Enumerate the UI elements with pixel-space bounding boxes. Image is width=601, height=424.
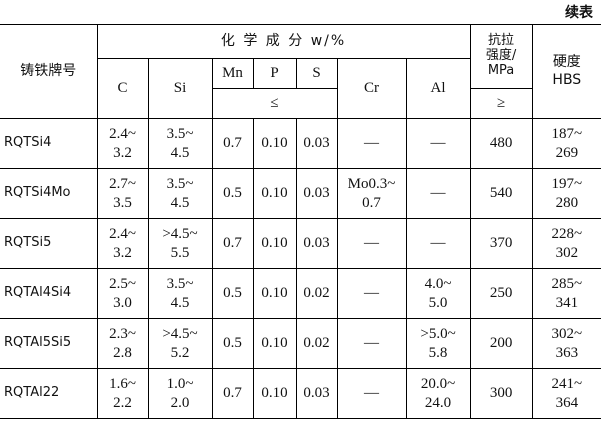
value-cell: >5.0~ 5.8 bbox=[405, 318, 471, 369]
value-cell: 1.0~ 2.0 bbox=[147, 368, 213, 419]
header-cell: S bbox=[295, 58, 338, 89]
value-cell: — bbox=[336, 118, 407, 169]
value-cell: 0.10 bbox=[252, 368, 297, 419]
value-cell: 540 bbox=[469, 168, 533, 219]
value-cell: 3.5~ 4.5 bbox=[147, 268, 213, 319]
value-cell: 0.10 bbox=[252, 118, 297, 169]
value-cell: 0.5 bbox=[211, 168, 254, 219]
header-cell: P bbox=[252, 58, 297, 89]
value-cell: 0.10 bbox=[252, 218, 297, 269]
grade-cell: RQTSi4 bbox=[0, 118, 98, 169]
data-row: RQTSi5 2.4~ 3.2 >4.5~ 5.5 0.7 0.10 0.03— —370 2… bbox=[0, 218, 601, 269]
header-cell: ≥ bbox=[469, 88, 533, 119]
value-cell: 2.3~ 2.8 bbox=[96, 318, 149, 369]
value-cell: 0.7 bbox=[211, 118, 254, 169]
data-row: RQTAl22 1.6~ 2.2 1.0~ 2.0 0.7 0.10 0.03—20.0~… bbox=[0, 368, 601, 419]
header-row: 铸铁牌号 化 学 成 分 w/% 抗拉 强度/ MPa 硬度 HBS bbox=[0, 24, 601, 119]
value-cell: 0.7 bbox=[211, 368, 254, 419]
value-cell: 4.0~ 5.0 bbox=[405, 268, 471, 319]
grade-cell: RQTAl5Si5 bbox=[0, 318, 98, 369]
value-cell: 300 bbox=[469, 368, 533, 419]
value-cell: 0.03 bbox=[295, 168, 338, 219]
value-cell: 2.5~ 3.0 bbox=[96, 268, 149, 319]
value-cell: 0.10 bbox=[252, 268, 297, 319]
header-cell: Cr bbox=[336, 58, 407, 119]
value-cell: 228~ 302 bbox=[531, 218, 601, 269]
data-row: RQTAl4Si4 2.5~ 3.0 3.5~ 4.5 0.5 0.10 0.02—4.0… bbox=[0, 268, 601, 319]
data-table: 铸铁牌号 化 学 成 分 w/% 抗拉 强度/ MPa 硬度 HBS C Si … bbox=[0, 24, 601, 419]
value-cell: Mo0.3~ 0.7 bbox=[336, 168, 407, 219]
value-cell: 2.4~ 3.2 bbox=[96, 118, 149, 169]
value-cell: >4.5~ 5.2 bbox=[147, 318, 213, 369]
value-cell: 2.4~ 3.2 bbox=[96, 218, 149, 269]
value-cell: 0.5 bbox=[211, 318, 254, 369]
grade-cell: RQTAl22 bbox=[0, 368, 98, 419]
value-cell: 187~ 269 bbox=[531, 118, 601, 169]
value-cell: — bbox=[336, 318, 407, 369]
value-cell: 0.10 bbox=[252, 318, 297, 369]
value-cell: — bbox=[336, 368, 407, 419]
value-cell: 370 bbox=[469, 218, 533, 269]
data-row: RQTSi4Mo 2.7~ 3.5 3.5~ 4.5 0.5 0.10 0.03 Mo0.3… bbox=[0, 168, 601, 219]
value-cell: 3.5~ 4.5 bbox=[147, 168, 213, 219]
table-body: 铸铁牌号 化 学 成 分 w/% 抗拉 强度/ MPa 硬度 HBS C Si … bbox=[0, 24, 601, 419]
header-cell: C bbox=[97, 58, 149, 119]
grade-cell: RQTSi4Mo bbox=[0, 168, 98, 219]
header-cell: 铸铁牌号 bbox=[0, 24, 98, 119]
header-cell: 化 学 成 分 w/% bbox=[96, 24, 471, 59]
continued-label: 续表 bbox=[565, 5, 593, 21]
header-cell: 抗拉 强度/ MPa bbox=[469, 24, 533, 89]
header-row: ≤ ≥ bbox=[0, 88, 601, 119]
value-cell: 3.5~ 4.5 bbox=[147, 118, 213, 169]
value-cell: 302~ 363 bbox=[531, 318, 601, 369]
header-cell: ≤ bbox=[212, 88, 338, 119]
grade-cell: RQTAl4Si4 bbox=[0, 268, 98, 319]
value-cell: 480 bbox=[469, 118, 533, 169]
value-cell: 0.5 bbox=[211, 268, 254, 319]
value-cell: — bbox=[336, 268, 407, 319]
value-cell: 0.7 bbox=[211, 218, 254, 269]
header-cell: Si bbox=[147, 58, 213, 119]
value-cell: 250 bbox=[469, 268, 533, 319]
header-cell: Mn bbox=[211, 58, 254, 89]
header-cell: 硬度 HBS bbox=[531, 24, 601, 119]
value-cell: >4.5~ 5.5 bbox=[147, 218, 213, 269]
value-cell: 200 bbox=[469, 318, 533, 369]
value-cell: 0.03 bbox=[295, 118, 338, 169]
grade-cell: RQTSi5 bbox=[0, 218, 98, 269]
value-cell: — bbox=[405, 118, 471, 169]
value-cell: 20.0~ 24.0 bbox=[405, 368, 471, 419]
value-cell: 2.7~ 3.5 bbox=[96, 168, 149, 219]
value-cell: — bbox=[336, 218, 407, 269]
value-cell: — bbox=[405, 218, 471, 269]
value-cell: 0.10 bbox=[252, 168, 297, 219]
value-cell: 0.03 bbox=[295, 218, 338, 269]
value-cell: 285~ 341 bbox=[531, 268, 601, 319]
value-cell: 0.03 bbox=[295, 368, 338, 419]
data-row: RQTSi4 2.4~ 3.2 3.5~ 4.5 0.7 0.10 0.03— —480 18… bbox=[0, 118, 601, 169]
data-row: RQTAl5Si5 2.3~ 2.8 >4.5~ 5.2 0.5 0.10 0.02— >5… bbox=[0, 318, 601, 369]
value-cell: 197~ 280 bbox=[531, 168, 601, 219]
header-cell: Al bbox=[405, 58, 471, 119]
value-cell: 241~ 364 bbox=[531, 368, 601, 419]
value-cell: 0.02 bbox=[295, 318, 338, 369]
value-cell: 0.02 bbox=[295, 268, 338, 319]
value-cell: 1.6~ 2.2 bbox=[96, 368, 149, 419]
value-cell: — bbox=[405, 168, 471, 219]
